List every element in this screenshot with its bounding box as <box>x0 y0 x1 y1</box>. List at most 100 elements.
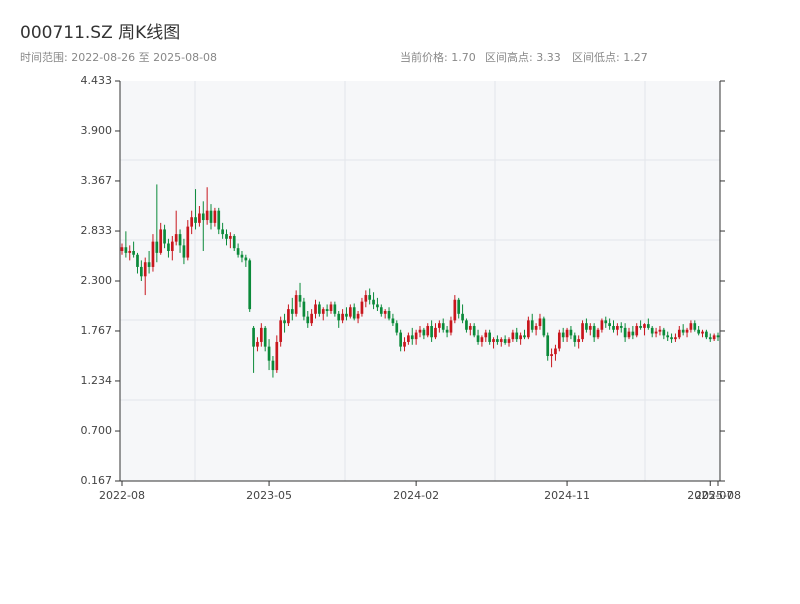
candle-body <box>287 309 290 324</box>
candle-body <box>534 326 538 330</box>
candle-body <box>155 241 159 253</box>
y-tick-label: 0.167 <box>81 474 113 487</box>
y-tick-label: 1.234 <box>81 374 113 387</box>
candle-body <box>387 311 391 319</box>
candle-body <box>515 332 519 340</box>
candle-body <box>345 313 348 317</box>
candle-body <box>167 243 170 251</box>
candle-body <box>438 323 441 328</box>
candle-body <box>248 260 252 310</box>
candle-body <box>465 320 468 330</box>
candle-body <box>271 360 275 371</box>
stat: 区间低点: 1.27 <box>572 51 648 64</box>
candle-body <box>643 324 646 328</box>
candle-body <box>290 309 294 314</box>
candle-body <box>650 327 654 334</box>
candle-body <box>677 329 681 338</box>
candle-body <box>263 327 267 347</box>
candle-body <box>337 313 341 321</box>
candle-body <box>670 337 673 340</box>
candle-body <box>213 210 217 223</box>
candle-body <box>619 326 623 328</box>
candle-body <box>198 213 201 223</box>
y-tick-label: 3.367 <box>81 174 113 187</box>
candle-body <box>507 339 511 343</box>
candle-body <box>685 329 689 333</box>
candle-body <box>174 234 178 242</box>
candle-body <box>445 329 449 333</box>
candle-body <box>604 320 608 324</box>
candle-body <box>511 332 515 340</box>
candle-body <box>612 326 615 330</box>
candle-body <box>190 217 194 227</box>
candle-body <box>252 327 255 347</box>
candle-body <box>484 332 488 338</box>
candle-body <box>279 320 283 342</box>
candle-body <box>229 235 232 239</box>
candle-body <box>542 318 546 336</box>
candle-body <box>646 324 650 328</box>
background-grid <box>120 81 720 481</box>
candle-body <box>631 331 635 336</box>
candle-body <box>616 326 619 330</box>
candle-body <box>430 326 433 338</box>
candle-body <box>658 329 662 332</box>
candle-body <box>407 335 410 342</box>
candle-body <box>414 332 418 340</box>
candle-body <box>403 341 406 347</box>
candle-body <box>681 329 685 333</box>
chart-title: 000711.SZ 周K线图 <box>20 23 180 43</box>
candle-body <box>434 327 437 338</box>
candle-body <box>136 254 139 267</box>
candle-body <box>170 241 174 251</box>
candle-body <box>147 262 151 267</box>
candle-body <box>329 304 333 312</box>
candle-body <box>596 329 600 338</box>
candle-body <box>360 301 364 314</box>
candle-body <box>654 331 658 334</box>
candle-body <box>352 307 356 319</box>
candle-body <box>379 307 383 314</box>
candle-body <box>128 250 132 253</box>
candle-body <box>449 320 453 333</box>
candle-body <box>488 332 492 342</box>
candle-body <box>585 323 588 330</box>
candle-body <box>333 304 337 314</box>
candle-body <box>395 323 399 333</box>
candle-body <box>163 229 166 244</box>
candle-body <box>712 335 716 340</box>
candle-body <box>588 326 592 330</box>
candle-body <box>306 316 310 324</box>
candle-body <box>368 295 372 300</box>
candle-body <box>503 339 507 343</box>
candle-body <box>546 335 550 357</box>
candle-body <box>186 226 190 258</box>
candle-body <box>372 299 375 305</box>
candle-body <box>399 332 402 347</box>
candle-body <box>225 234 228 239</box>
candle-body <box>240 254 244 258</box>
candle-body <box>383 311 387 314</box>
candle-body <box>221 229 224 235</box>
y-tick-label: 2.300 <box>81 274 113 287</box>
candle-body <box>577 339 581 342</box>
candle-body <box>530 320 534 330</box>
candle-body <box>608 323 611 327</box>
candle-body <box>422 329 426 336</box>
candle-body <box>256 341 259 347</box>
candle-body <box>480 337 484 342</box>
candle-body <box>294 295 298 314</box>
plot-area <box>120 81 720 481</box>
candle-body <box>232 235 236 249</box>
candle-body <box>569 329 573 336</box>
candle-body <box>143 262 147 277</box>
candle-body <box>476 335 480 342</box>
x-tick-label: 2023-05 <box>246 489 292 502</box>
candle-body <box>635 326 639 336</box>
candle-body <box>499 339 503 342</box>
candle-body <box>178 234 182 246</box>
candle-body <box>205 210 209 221</box>
candle-body <box>341 313 344 321</box>
candle-body <box>716 335 720 338</box>
